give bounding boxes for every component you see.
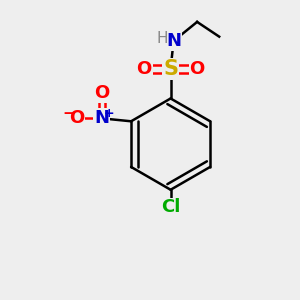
Text: O: O xyxy=(190,60,205,78)
Text: H: H xyxy=(157,31,168,46)
Text: +: + xyxy=(104,106,114,119)
Text: N: N xyxy=(166,32,181,50)
Text: S: S xyxy=(163,59,178,79)
Text: −: − xyxy=(62,106,75,121)
Text: O: O xyxy=(94,84,109,102)
Text: O: O xyxy=(69,109,84,127)
Text: Cl: Cl xyxy=(161,198,180,216)
Text: N: N xyxy=(94,109,109,127)
Text: O: O xyxy=(136,60,152,78)
